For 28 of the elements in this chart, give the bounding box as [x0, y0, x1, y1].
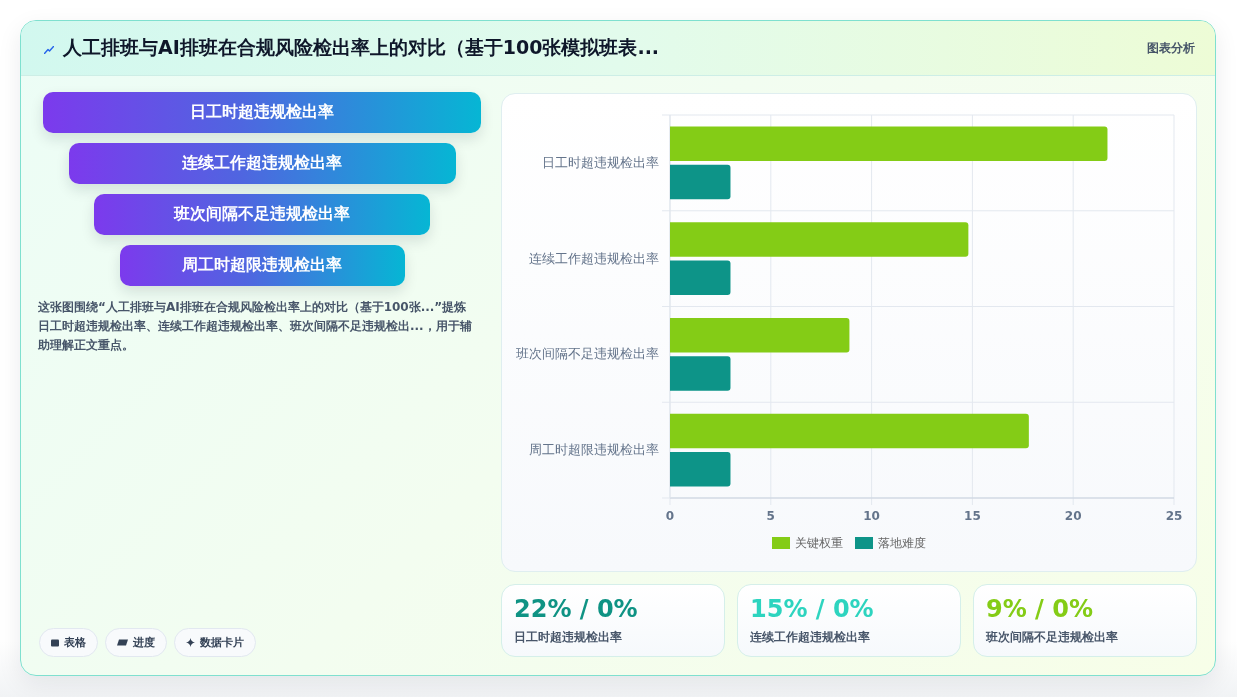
category-label: 日工时超违规检出率	[190, 102, 334, 123]
category-label: 连续工作超违规检出率	[750, 630, 870, 644]
text: 9% / 0%	[986, 595, 1093, 623]
y-tick-label: 连续工作超违规检出率	[529, 250, 659, 266]
text: 这张图围绕“人工排班与AI排班在合规风险检出率上的对比（基于100张...”提炼日工时超违规检出率、连续工作超违规检出率、班次间隔不足违规检出...，用于辅助理解正文重点。	[38, 300, 472, 352]
y-tick-label: 周工时超限违规检出率	[529, 441, 659, 457]
y-tick-label: 日工时超违规检出率	[542, 154, 659, 170]
category-label: 班次间隔不足违规检出率	[174, 204, 350, 225]
x-tick-label: 0	[665, 508, 675, 523]
text: 图表分析	[1147, 41, 1195, 55]
text: 22% / 0%	[514, 595, 638, 623]
legend-label: 落地难度	[878, 535, 926, 550]
x-tick-label: 20	[1064, 508, 1082, 523]
x-tick-label: 10	[863, 508, 880, 523]
text: 进度	[133, 635, 155, 650]
text: 人工排班与AI排班在合规风险检出率上的对比（基于100张模拟班表...	[63, 36, 660, 58]
category-label: 周工时超限违规检出率	[182, 255, 342, 276]
category-label: 日工时超违规检出率	[514, 630, 622, 644]
legend-label: 关键权重	[795, 535, 843, 550]
text: 数据卡片	[200, 635, 244, 650]
category-label: 班次间隔不足违规检出率	[986, 630, 1118, 644]
text: 表格	[64, 635, 86, 650]
text: 15% / 0%	[750, 595, 874, 623]
y-tick-label: 班次间隔不足违规检出率	[516, 345, 659, 361]
x-tick-label: 15	[964, 508, 981, 523]
category-label: 连续工作超违规检出率	[182, 153, 342, 174]
x-tick-label: 5	[766, 508, 775, 523]
x-tick-label: 25	[1165, 508, 1183, 523]
